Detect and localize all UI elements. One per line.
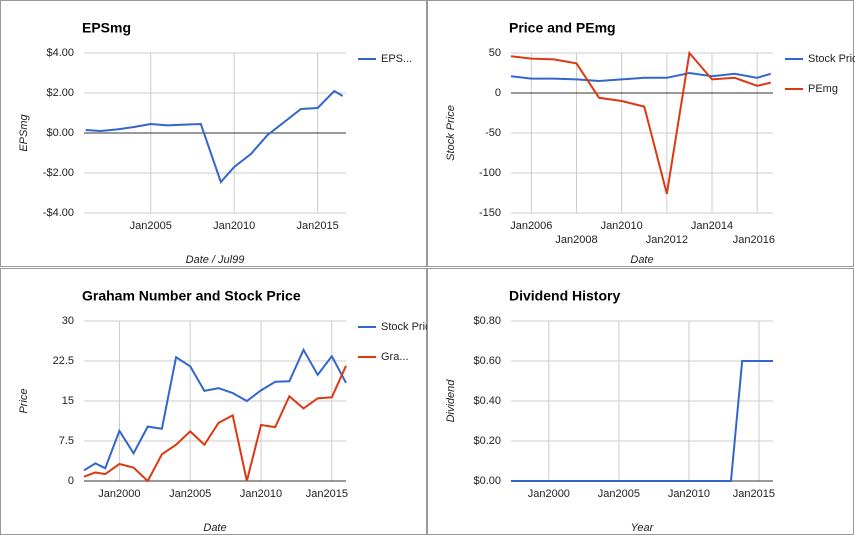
y-tick-label: -100	[479, 167, 501, 179]
y-tick-label: $0.40	[473, 395, 501, 407]
x-tick-label: Jan2005	[598, 488, 640, 500]
y-tick-label: -150	[479, 207, 501, 219]
x-axis-title: Date / Jul99	[186, 254, 245, 266]
y-tick-label: 7.5	[59, 435, 74, 447]
x-tick-label: Jan2005	[169, 488, 211, 500]
x-axis-title: Year	[631, 522, 655, 534]
chart-title: Price and PEmg	[509, 20, 616, 36]
x-tick-label: Jan2010	[213, 220, 255, 232]
chart-title: Graham Number and Stock Price	[82, 288, 301, 304]
y-tick-label: 22.5	[53, 355, 74, 367]
x-tick-label: Jan2016	[733, 234, 775, 246]
chart-panel: Graham Number and Stock Price 30 22.5 15 7.5…	[0, 268, 437, 535]
legend-label: Gra...	[381, 351, 409, 363]
y-axis-title: EPSmg	[18, 113, 30, 151]
x-tick-label: Jan2008	[555, 234, 597, 246]
y-axis-title: Price	[18, 388, 30, 413]
y-axis-title: Dividend	[445, 379, 457, 423]
y-tick-label: $0.20	[473, 435, 501, 447]
chart-title: Dividend History	[509, 288, 620, 304]
legend-label: PEmg	[808, 83, 838, 95]
y-tick-label: $0.60	[473, 355, 501, 367]
y-tick-label: -50	[485, 127, 501, 139]
x-tick-label: Jan2015	[733, 488, 775, 500]
y-tick-label: 30	[62, 315, 74, 327]
x-axis-title: Date	[630, 254, 653, 266]
y-tick-label: -$2.00	[43, 167, 74, 179]
chart-panel: EPSmg $4.00 $2.00 $0.00 -$2.00 -$4.00 Jan2005 J…	[0, 0, 427, 267]
legend-label: EPS...	[381, 53, 412, 65]
y-tick-label: 50	[489, 47, 501, 59]
x-tick-label: Jan2010	[240, 488, 282, 500]
data-line	[85, 89, 344, 184]
data-line	[83, 347, 347, 472]
x-tick-label: Jan2000	[528, 488, 570, 500]
y-tick-label: $0.00	[473, 475, 501, 487]
x-tick-label: Jan2012	[646, 234, 688, 246]
data-line	[510, 50, 771, 195]
y-tick-label: $4.00	[46, 47, 74, 59]
data-line	[510, 71, 772, 83]
y-tick-label: $0.00	[46, 127, 74, 139]
y-tick-label: -$4.00	[43, 207, 74, 219]
data-line	[511, 360, 773, 482]
chart-panel: Dividend History $0.80 $0.60 $0.40 $0.20 $0.0…	[427, 268, 854, 535]
y-axis-title: Stock Price	[445, 105, 457, 161]
x-tick-label: Jan2000	[98, 488, 140, 500]
y-tick-label: 0	[495, 87, 501, 99]
x-tick-label: Jan2006	[510, 220, 552, 232]
chart-panel: Price and PEmg500-50-100-150Jan2006Jan20…	[427, 0, 855, 267]
data-line	[83, 365, 347, 483]
legend-label: Stock Price	[808, 53, 855, 65]
x-tick-label: Jan2015	[306, 488, 348, 500]
y-tick-label: 0	[68, 475, 74, 487]
legend-label: Stock Price	[381, 321, 437, 333]
x-tick-label: Jan2010	[668, 488, 710, 500]
x-axis-title: Date	[203, 522, 226, 534]
x-tick-label: Jan2015	[297, 220, 339, 232]
x-tick-label: Jan2014	[691, 220, 733, 232]
x-tick-label: Jan2005	[130, 220, 172, 232]
x-tick-label: Jan2010	[601, 220, 643, 232]
y-tick-label: $0.80	[473, 315, 501, 327]
y-tick-label: 15	[62, 395, 74, 407]
chart-title: EPSmg	[82, 20, 131, 36]
y-tick-label: $2.00	[46, 87, 74, 99]
